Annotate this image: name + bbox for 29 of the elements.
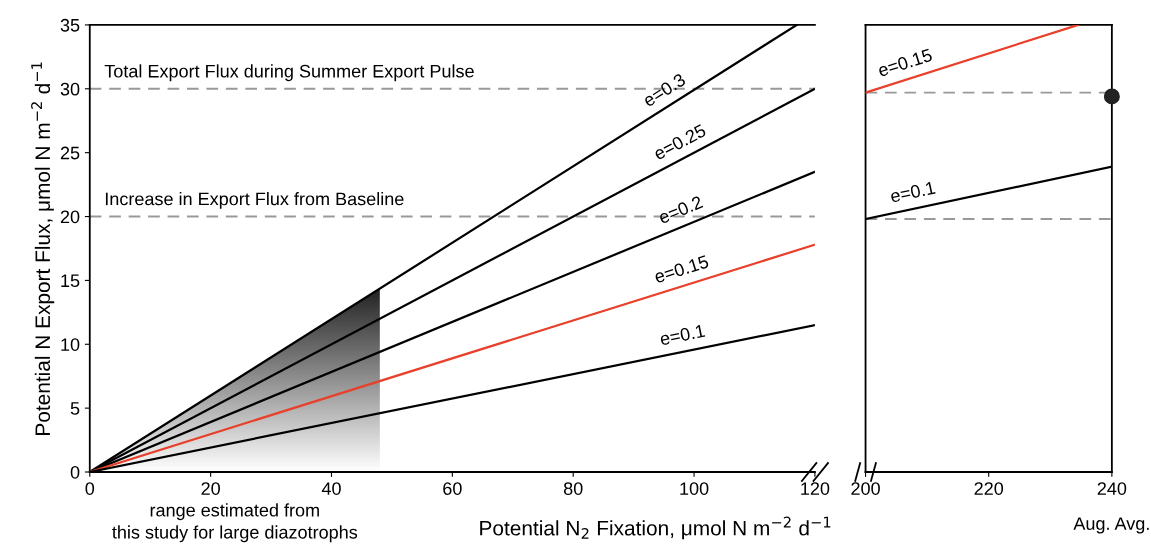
y-tick-label: 0	[70, 465, 80, 479]
ref-line-label: Increase in Export Flux from Baseline	[105, 192, 404, 209]
x-tick-label: 20	[201, 482, 220, 495]
x-tick-label: 40	[321, 482, 341, 495]
ref-line-label: Total Export Flux during Summer Export Pulse	[104, 64, 474, 82]
text: e=0.1	[659, 324, 706, 346]
text: e=0.15	[877, 48, 933, 77]
y-tick-label: 20	[60, 210, 80, 224]
y-tick-label: 10	[61, 338, 80, 351]
y-tick-label: 30	[60, 82, 80, 96]
band-label: range estimated from this study for large diazotrophs	[112, 503, 358, 543]
x-tick-label: 60	[443, 482, 462, 495]
y-axis-title: Potential N Export Flux, μmol N m$^{−2}$ d$^{−1}$	[31, 62, 55, 435]
x-tick-label: 120	[801, 482, 830, 495]
y-tick-label: 25	[60, 146, 80, 160]
y-tick-label: 5	[70, 402, 80, 415]
x-tick-label: 80	[563, 482, 583, 495]
x-tick-label: 100	[680, 482, 709, 495]
x-tick-label: 0	[85, 482, 95, 495]
y-tick-label: 35	[60, 18, 80, 32]
x-tick-label: 220	[974, 482, 1004, 495]
text: e=0.2	[657, 195, 704, 225]
y-tick-label: 15	[61, 274, 80, 288]
x-tick-label: 240	[1097, 482, 1127, 495]
text: e=0.1	[889, 181, 936, 203]
text: e=0.15	[653, 254, 710, 284]
x-axis-title: Potential N$_{2}$ Fixation, μmol N m$^{−2}$ d$^{−1}$	[480, 516, 831, 540]
text: Aug. Avg.	[1073, 517, 1149, 534]
x-tick-label: 200	[851, 482, 880, 495]
